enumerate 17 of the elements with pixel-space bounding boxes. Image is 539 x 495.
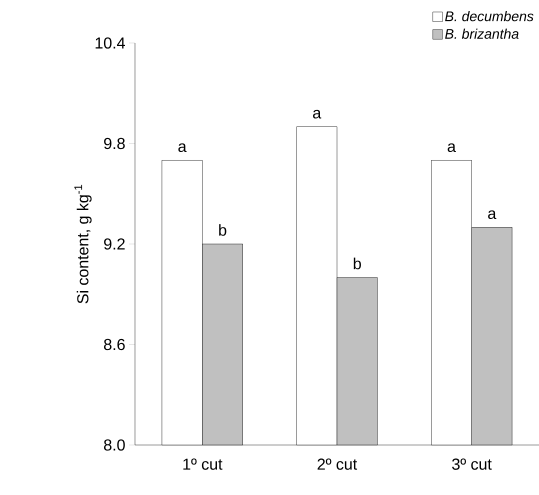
y-tick-label: 9.8 [104, 138, 125, 150]
annotation: a [178, 143, 187, 152]
annotation: a [313, 110, 322, 119]
x-tick-label: 2º cut [318, 458, 358, 470]
y-tick-label: 9.2 [104, 238, 125, 250]
annotation: b [354, 258, 361, 270]
annotation: a [448, 143, 456, 152]
annotation: a [488, 210, 496, 220]
x-tick-label: 3º cut [452, 458, 492, 470]
y-tick-label: 8.0 [104, 439, 125, 451]
y-tick-label: 10.4 [96, 37, 125, 49]
y-tick-label: 8.6 [104, 338, 125, 350]
x-tick-label: 1º cut [183, 458, 222, 470]
legend-label: B. brizantha [445, 28, 519, 39]
annotation: b [219, 224, 226, 236]
legend-label: B. decumbens [445, 11, 534, 22]
y-axis-title: Si content, g kg$^{-1}$ [74, 184, 92, 304]
